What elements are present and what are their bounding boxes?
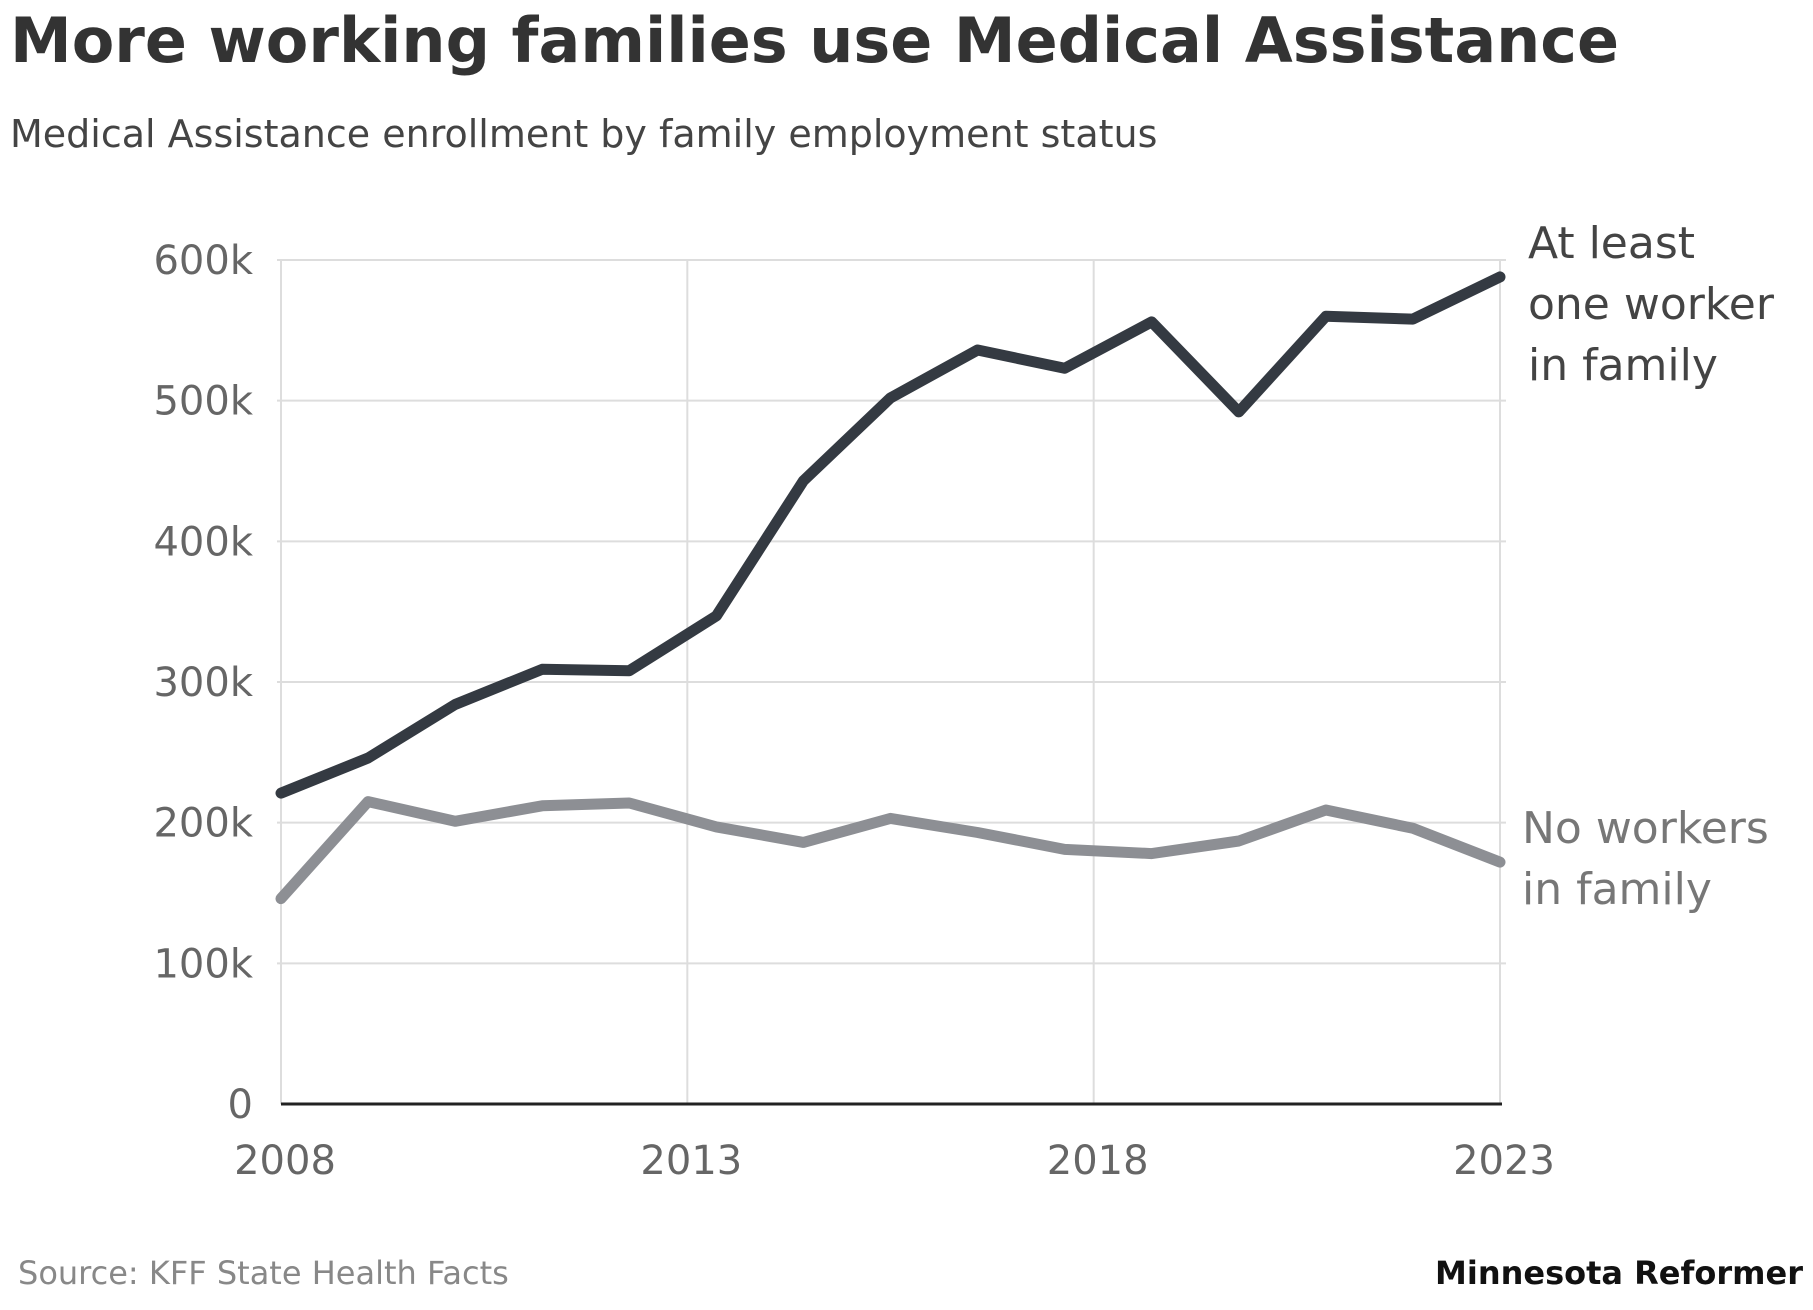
y-tick-label: 300k bbox=[153, 660, 253, 706]
source-note: Source: KFF State Health Facts bbox=[18, 1254, 509, 1292]
x-tick-label: 2008 bbox=[234, 1138, 336, 1184]
series-lines bbox=[275, 271, 1506, 905]
axes: 0 100k 200k 300k 400k 500k 600k 2008 2013 2018 202… bbox=[153, 238, 1554, 1184]
y-tick-label: 200k bbox=[153, 801, 253, 847]
series-label: At least bbox=[1528, 218, 1695, 269]
chart-title: More working families use Medical Assist… bbox=[10, 4, 1620, 77]
x-tick-label: 2018 bbox=[1047, 1138, 1149, 1184]
series-label: in family bbox=[1528, 340, 1718, 391]
series-label: No workers bbox=[1522, 803, 1769, 854]
y-tick-label: 100k bbox=[153, 941, 253, 987]
chart-subtitle: Medical Assistance enrollment by family … bbox=[10, 112, 1158, 156]
y-tick-label: 0 bbox=[228, 1082, 253, 1128]
grid bbox=[277, 259, 1506, 1104]
y-tick-label: 400k bbox=[153, 519, 253, 565]
x-tick-label: 2023 bbox=[1453, 1138, 1555, 1184]
series-line-1 bbox=[275, 796, 1506, 905]
series-labels: At least one worker in family No workers in … bbox=[1522, 218, 1775, 915]
series-line-0 bbox=[275, 271, 1506, 799]
series-label: one worker bbox=[1528, 279, 1775, 330]
publisher-logo-text: Minnesota Reformer bbox=[1435, 1254, 1803, 1292]
y-tick-label: 600k bbox=[153, 238, 253, 284]
y-tick-label: 500k bbox=[153, 379, 253, 425]
series-label: in family bbox=[1522, 864, 1712, 915]
x-tick-label: 2013 bbox=[640, 1138, 742, 1184]
